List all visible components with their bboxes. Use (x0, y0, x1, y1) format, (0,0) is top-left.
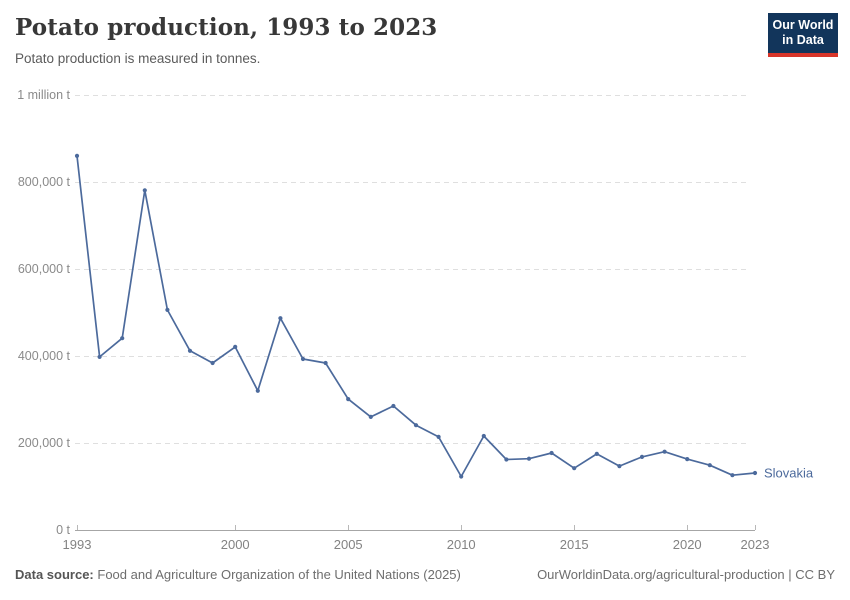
data-point[interactable] (323, 360, 328, 366)
data-point[interactable] (436, 434, 441, 439)
data-point[interactable] (210, 360, 215, 366)
data-point[interactable] (346, 397, 351, 402)
owid-logo[interactable]: Our World in Data (768, 13, 838, 57)
data-point[interactable] (617, 464, 622, 469)
series-line[interactable] (76, 155, 756, 478)
data-point[interactable] (549, 450, 554, 456)
credit-link[interactable]: OurWorldinData.org/agricultural-producti… (537, 567, 835, 582)
data-point[interactable] (97, 354, 102, 359)
y-tick-label: 0 t (56, 523, 70, 537)
series-slovakia[interactable] (74, 153, 758, 479)
data-point[interactable] (278, 316, 283, 321)
x-tick-label: 1993 (63, 537, 92, 552)
data-point[interactable] (391, 403, 396, 409)
data-point[interactable] (413, 423, 419, 428)
data-point[interactable] (707, 463, 712, 468)
data-point[interactable] (639, 454, 645, 459)
data-source-text: Food and Agriculture Organization of the… (97, 567, 461, 582)
x-tick-label: 2010 (447, 537, 476, 552)
data-point[interactable] (142, 188, 147, 193)
y-tick-label: 200,000 t (18, 436, 71, 450)
owid-logo-line2: in Data (782, 33, 824, 48)
data-point[interactable] (572, 466, 577, 471)
x-tick-label: 2020 (673, 537, 702, 552)
data-point[interactable] (752, 470, 758, 476)
series-label: Slovakia (764, 466, 814, 481)
data-point[interactable] (74, 153, 80, 158)
data-point[interactable] (526, 456, 532, 461)
x-tick-label: 2000 (221, 537, 250, 552)
data-point[interactable] (165, 307, 170, 312)
y-tick-label: 800,000 t (18, 175, 71, 189)
x-tick-label: 2015 (560, 537, 589, 552)
y-tick-label: 1 million t (17, 88, 70, 102)
chart-subtitle: Potato production is measured in tonnes. (15, 51, 261, 66)
data-point[interactable] (368, 414, 373, 419)
data-point[interactable] (255, 388, 260, 393)
data-point[interactable] (459, 474, 464, 479)
data-point[interactable] (481, 433, 486, 439)
y-tick-label: 600,000 t (18, 262, 71, 276)
chart-title: Potato production, 1993 to 2023 (15, 14, 438, 41)
data-point[interactable] (685, 457, 690, 462)
x-tick-label: 2023 (741, 537, 770, 552)
data-point[interactable] (187, 348, 193, 353)
data-point[interactable] (233, 344, 238, 349)
data-source-label: Data source: (15, 567, 94, 582)
data-point[interactable] (120, 336, 125, 341)
data-source-note: Data source: Food and Agriculture Organi… (15, 567, 461, 582)
owid-logo-line1: Our World (772, 18, 834, 32)
data-point[interactable] (504, 457, 509, 462)
data-point[interactable] (730, 473, 735, 478)
data-point[interactable] (662, 449, 667, 454)
y-tick-label: 400,000 t (18, 349, 71, 363)
x-tick-label: 2005 (334, 537, 363, 552)
data-point[interactable] (594, 451, 599, 456)
data-point[interactable] (300, 356, 306, 362)
